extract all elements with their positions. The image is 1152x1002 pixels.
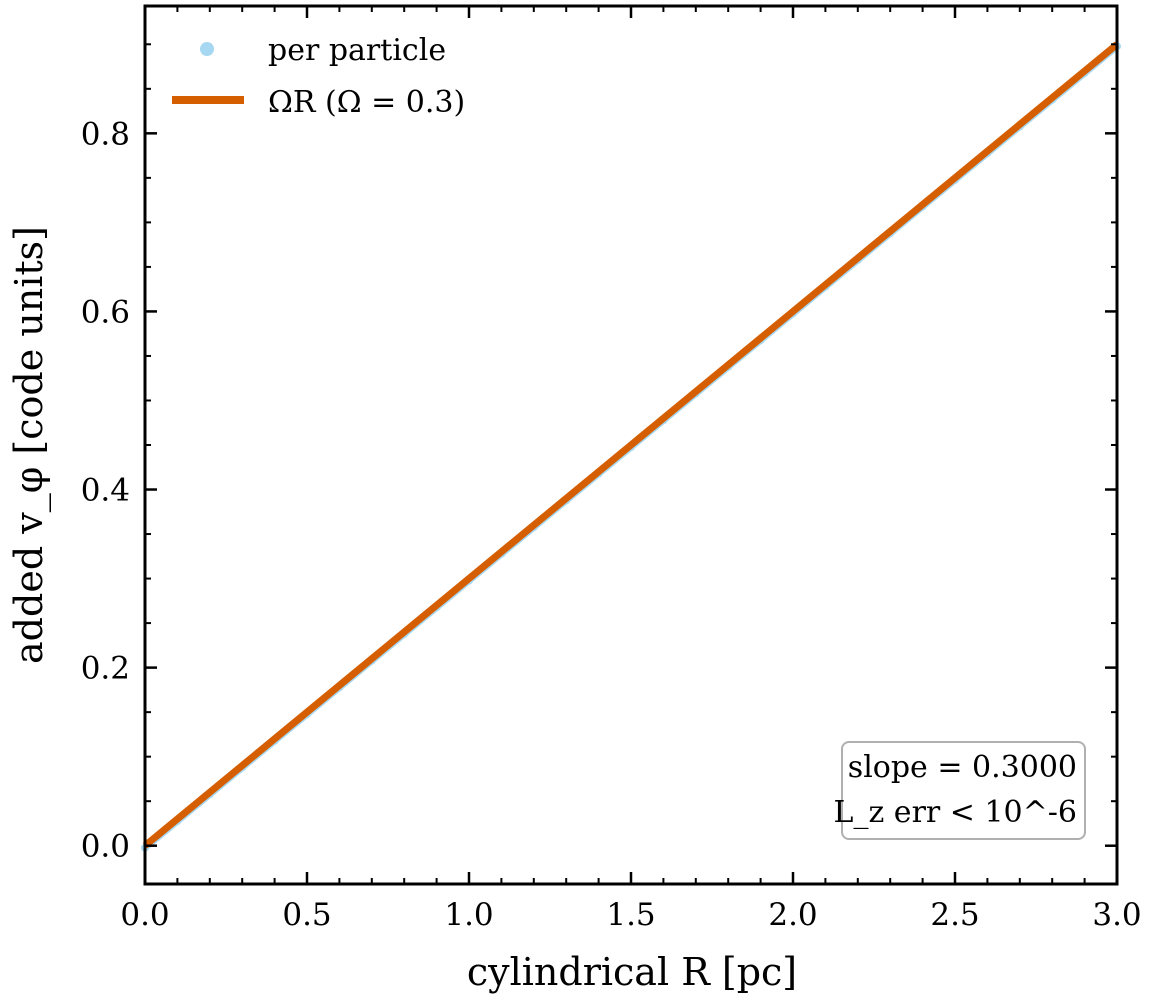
x-axis-label-text: cylindrical R [pc] [467,950,797,994]
annotation-frame [841,741,1086,840]
x-tick-label: 0.0 [120,897,169,933]
x-axis-label: cylindrical R [pc] [467,950,797,994]
x-tick-labels: 0.0 0.5 1.0 1.5 2.0 2.5 3.0 [120,897,1141,933]
line-series [142,41,1120,849]
legend-label-per-particle: per particle [268,33,446,68]
plot-area [141,41,1121,852]
x-tick-label: 2.5 [930,897,979,933]
legend: per particle ΩR (Ω = 0.3) [172,33,465,120]
y-tick-label: 0.4 [81,473,130,509]
y-tick-labels: 0.0 0.2 0.4 0.6 0.8 [81,116,130,864]
x-tick-label: 3.0 [1092,897,1141,933]
annotation-lz-error: L_z err < 10^-6 [834,795,1077,830]
y-tick-label: 0.6 [81,294,130,330]
annotation-slope: slope = 0.3000 [848,750,1077,785]
axes-frame [143,4,1119,886]
omega-r-line [142,41,1120,849]
x-tick-label: 0.5 [282,897,331,933]
y-axis-label-text: added v_φ [code units] [7,226,52,664]
y-tick-label: 0.8 [81,116,130,152]
legend-label-omega-r: ΩR (Ω = 0.3) [268,85,465,120]
x-tick-label: 1.5 [606,897,655,933]
x-tick-label: 2.0 [768,897,817,933]
annotation-box: slope = 0.3000 L_z err < 10^-6 [834,741,1086,840]
y-tick-label: 0.0 [81,829,130,865]
legend-marker-per-particle [200,42,214,56]
x-tick-label: 1.0 [444,897,493,933]
y-axis-label: added v_φ [code units] [7,226,52,664]
y-tick-label: 0.2 [81,651,130,687]
